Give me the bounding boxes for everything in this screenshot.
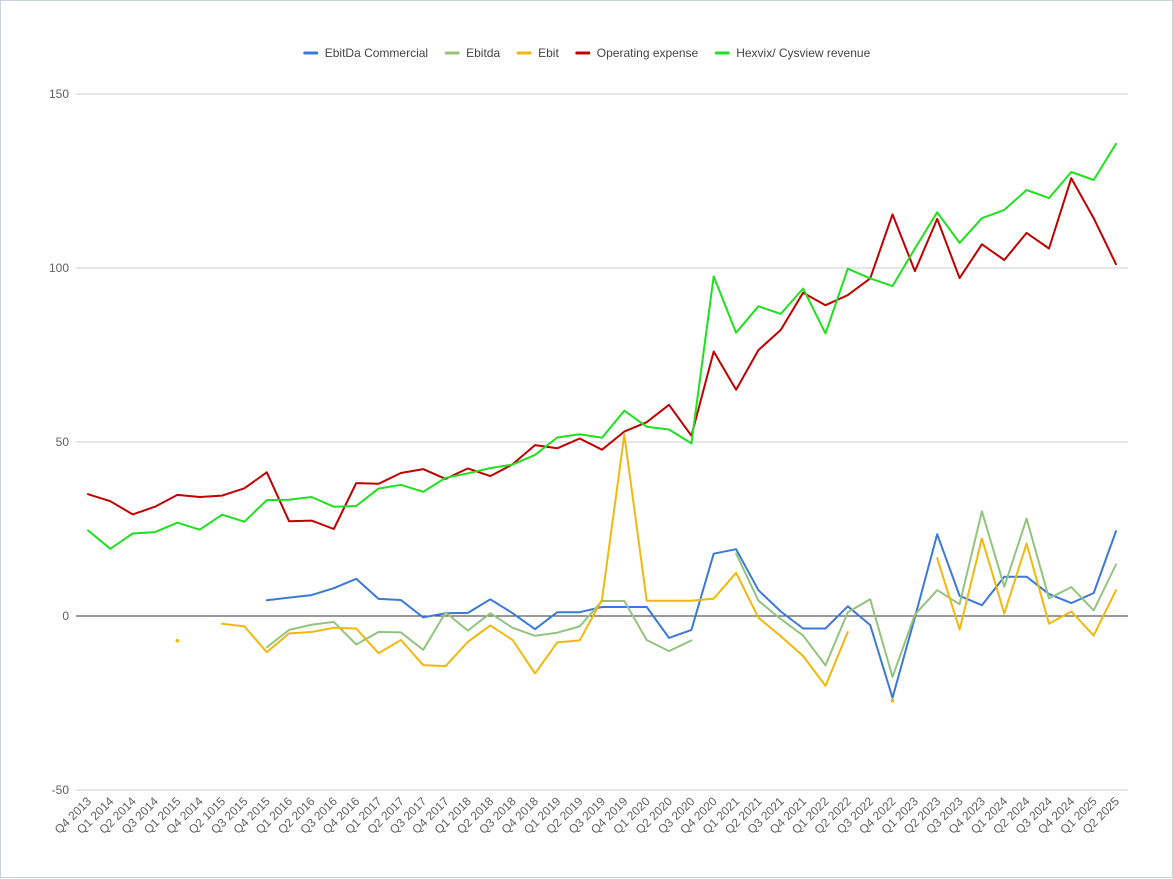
legend-label: Hexvix/ Cysview revenue (736, 46, 870, 60)
legend-label: Ebitda (466, 46, 500, 60)
legend-item: Ebit (516, 46, 559, 60)
legend-label: Ebit (538, 46, 559, 60)
y-tick-label: 50 (56, 435, 70, 449)
legend: EbitDa Commercial Ebitda Ebit Operating exp… (303, 46, 871, 60)
y-tick-label: 0 (62, 609, 69, 623)
series-hexvix-cysview-revenue (87, 142, 1117, 550)
series-line (735, 510, 1117, 678)
legend-item: Operating expense (575, 46, 699, 60)
y-tick-label: 100 (49, 261, 69, 275)
gridlines (76, 93, 1128, 791)
y-tick-label: -50 (52, 783, 70, 797)
legend-label: Operating expense (597, 46, 699, 60)
series-line (936, 537, 1117, 637)
series-ebitda (265, 510, 1117, 678)
series-ebit (175, 433, 1117, 703)
series-line (221, 433, 849, 687)
legend-label: EbitDa Commercial (325, 46, 428, 60)
series-line (87, 177, 1117, 530)
legend-item: EbitDa Commercial (303, 46, 428, 60)
series-operating-expense (87, 177, 1117, 530)
legend-item: Ebitda (444, 46, 500, 60)
legend-item: Hexvix/ Cysview revenue (714, 46, 871, 60)
data-point (890, 698, 895, 703)
series-line (87, 142, 1117, 550)
series-ebitda-commercial (265, 530, 1117, 699)
series-line (265, 530, 1117, 699)
data-point (175, 638, 180, 643)
plot-area (87, 142, 1117, 703)
y-axis: 150 100 50 0 -50 (49, 87, 69, 797)
series-line (265, 600, 693, 653)
y-tick-label: 150 (49, 87, 69, 101)
